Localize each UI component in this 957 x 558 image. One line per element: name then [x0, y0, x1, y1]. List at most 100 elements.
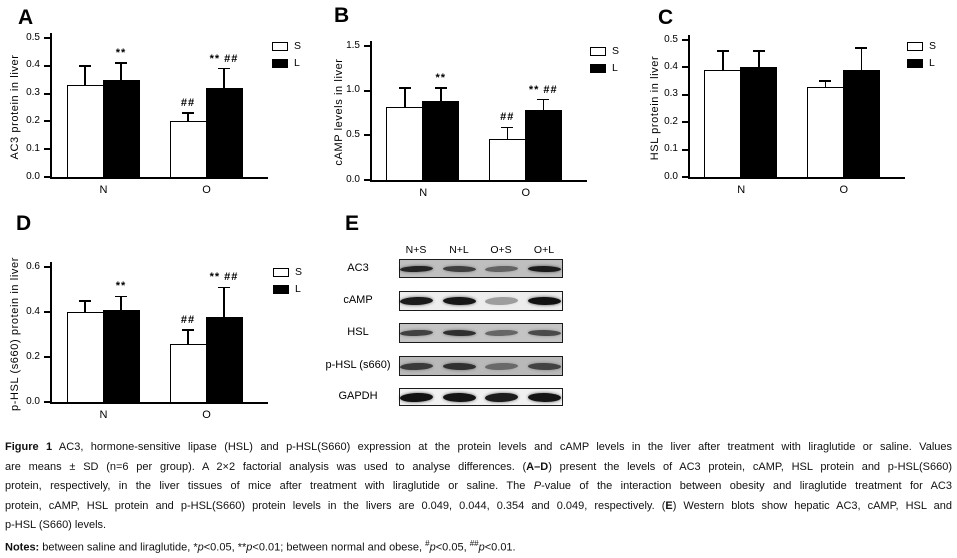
y-axis-label: cAMP levels in liver: [333, 58, 345, 166]
lane-label: N+L: [449, 244, 469, 256]
panel-letter: A: [18, 6, 34, 29]
y-tick-label: 0.2: [26, 350, 40, 362]
y-tick: [44, 37, 50, 39]
y-tick: [682, 121, 688, 124]
significance-annotation: **: [435, 71, 447, 84]
caption-text: Notes:: [5, 541, 40, 554]
y-tick-label: 0.0: [346, 173, 360, 185]
caption-text: -value of the interaction between obesit…: [541, 480, 952, 493]
figure-caption-line: are means ± SD (n=6 per group). A 2×2 fa…: [5, 461, 952, 474]
y-axis-label: p-HSL (s660) protein in liver: [9, 256, 21, 411]
y-tick-label: 0.5: [346, 128, 360, 140]
legend-swatch: [272, 42, 288, 51]
caption-text: ##: [469, 539, 479, 548]
y-tick-label: 0.0: [664, 170, 678, 182]
error-bar-cap: [855, 47, 868, 49]
error-bar-line: [860, 48, 862, 71]
error-bar-cap: [716, 50, 729, 52]
y-tick: [44, 401, 50, 403]
error-bar-line: [440, 87, 442, 102]
y-tick-label: 0.5: [664, 33, 678, 45]
legend-swatch: [907, 59, 923, 68]
y-tick: [44, 120, 50, 123]
lane-label: O+L: [533, 244, 555, 256]
y-tick-label: 0.6: [26, 260, 40, 272]
x-axis: [50, 402, 268, 404]
bar: [66, 85, 104, 177]
bar: [842, 70, 880, 177]
y-tick: [364, 134, 370, 137]
blot-band: [442, 362, 477, 370]
bar: [488, 138, 526, 180]
x-axis: [370, 180, 587, 182]
significance-annotation: ##: [500, 111, 515, 124]
error-bar-line: [506, 127, 508, 139]
caption-text: ) present the levels of AC3 protein, cAM…: [548, 460, 952, 473]
error-bar-line: [223, 68, 225, 89]
legend-label: L: [295, 283, 301, 295]
error-bar-line: [120, 296, 122, 310]
caption-text: p: [478, 541, 485, 554]
blot-strip: [399, 356, 563, 376]
blot-band: [442, 265, 477, 272]
error-bar-cap: [79, 300, 91, 302]
blot-row-label: HSL: [347, 326, 369, 338]
bar: [524, 110, 562, 180]
figure-caption-line: protein, cAMP, HSL protein and p-HSL(S66…: [5, 500, 952, 513]
caption-text: <0.05,: [435, 541, 470, 554]
category-label: O: [521, 187, 531, 199]
legend-label: S: [612, 45, 620, 57]
error-bar-line: [120, 63, 122, 80]
figure-caption-line: Notes: between saline and liraglutide, *…: [5, 539, 952, 554]
y-tick: [682, 148, 688, 151]
y-tick-label: 0.5: [26, 31, 40, 43]
x-axis: [688, 177, 905, 179]
y-tick-label: 0.0: [26, 170, 40, 182]
blot-strip: [399, 388, 563, 406]
legend-label: L: [929, 57, 935, 69]
caption-text: Figure 1: [5, 441, 53, 453]
y-tick-label: 1.5: [346, 39, 360, 51]
caption-text: p-HSL (S660) levels.: [5, 519, 107, 532]
category-label: N: [419, 187, 428, 199]
figure-caption-line: p-HSL (S660) levels.: [5, 519, 952, 532]
y-tick: [44, 266, 50, 268]
error-bar-cap: [501, 126, 514, 129]
caption-text: E: [665, 499, 673, 512]
error-bar-line: [223, 287, 225, 317]
legend-label: L: [294, 57, 300, 69]
y-tick: [44, 148, 50, 151]
error-bar-cap: [218, 67, 230, 70]
bar: [422, 101, 460, 180]
error-bar-line: [84, 300, 86, 312]
error-bar-line: [404, 87, 406, 107]
bar: [205, 88, 243, 177]
y-tick: [44, 311, 50, 313]
bar: [169, 343, 207, 402]
blot-band: [527, 265, 562, 272]
error-bar-cap: [115, 62, 127, 64]
caption-text: <0.01; between normal and obese,: [252, 541, 426, 554]
category-label: O: [202, 184, 211, 196]
bar: [102, 79, 140, 177]
error-bar-line: [824, 81, 826, 87]
caption-text: AC3, hormone-sensitive lipase (HSL) and …: [52, 441, 952, 453]
caption-text: P: [533, 480, 542, 493]
bar: [102, 309, 140, 402]
legend-swatch: [907, 42, 923, 51]
figure-caption-line: Figure 1 AC3, hormone-sensitive lipase (…: [5, 441, 952, 454]
y-tick-label: 1.0: [346, 84, 360, 96]
blot-strip: [399, 323, 563, 343]
lane-label: O+S: [490, 244, 512, 256]
x-axis: [50, 177, 268, 179]
caption-text: #: [425, 539, 430, 548]
significance-annotation: ##: [180, 314, 196, 326]
caption-text: A–D: [526, 460, 549, 473]
bar: [704, 70, 742, 177]
y-tick: [682, 39, 688, 41]
blot-row-label: p-HSL (s660): [325, 359, 391, 371]
category-label: N: [99, 409, 108, 421]
error-bar-line: [187, 113, 189, 122]
y-axis: [50, 33, 52, 179]
